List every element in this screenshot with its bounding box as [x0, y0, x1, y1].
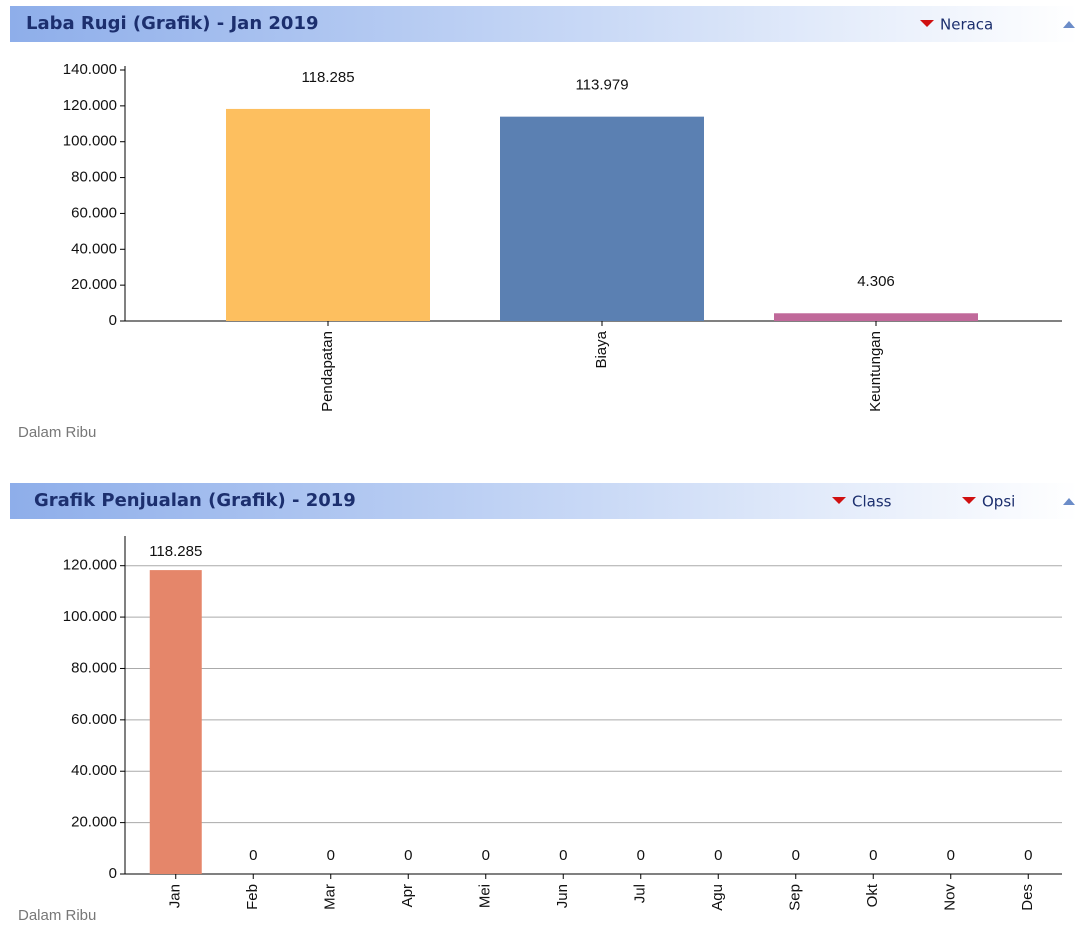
x-tick-label: Des: [1019, 884, 1036, 911]
y-tick-label: 20.000: [71, 276, 117, 293]
panel-title: Grafik Penjualan (Grafik) - 2019: [34, 490, 356, 511]
x-tick-label: Feb: [244, 884, 261, 910]
x-tick-label: Mar: [322, 884, 339, 910]
collapse-button[interactable]: [1063, 21, 1075, 28]
x-tick-label: Keuntungan: [867, 331, 884, 412]
menu-arrow: [920, 20, 934, 27]
y-axis-label: Dalam Ribu: [18, 424, 96, 441]
data-label: 0: [482, 847, 490, 864]
data-label: 0: [637, 847, 645, 864]
menu-button[interactable]: Neraca: [940, 16, 993, 34]
x-tick-label: Okt: [864, 883, 881, 907]
panel-title: Laba Rugi (Grafik) - Jan 2019: [26, 13, 319, 34]
y-tick-label: 120.000: [63, 557, 117, 574]
data-label: 0: [947, 847, 955, 864]
data-label: 0: [792, 847, 800, 864]
menu-button[interactable]: Opsi: [982, 493, 1015, 511]
x-tick-label: Mei: [477, 884, 494, 908]
y-tick-label: 40.000: [71, 762, 117, 779]
bar: [500, 116, 704, 321]
y-tick-label: 60.000: [71, 204, 117, 221]
x-tick-label: Sep: [787, 884, 804, 911]
menu-arrow: [962, 497, 976, 504]
data-label: 118.285: [301, 69, 354, 86]
data-label: 0: [404, 847, 412, 864]
x-tick-label: Jan: [167, 884, 184, 908]
bar: [774, 313, 978, 321]
panel-header: [10, 6, 1078, 42]
data-label: 113.979: [575, 77, 628, 94]
y-tick-label: 120.000: [63, 97, 117, 114]
y-tick-label: 40.000: [71, 240, 117, 257]
data-label: 0: [249, 847, 257, 864]
y-tick-label: 100.000: [63, 133, 117, 150]
data-label: 0: [1024, 847, 1032, 864]
y-tick-label: 140.000: [63, 61, 117, 78]
y-tick-label: 60.000: [71, 711, 117, 728]
menu-button[interactable]: Class: [852, 493, 892, 511]
x-tick-label: Biaya: [593, 330, 610, 368]
data-label: 0: [559, 847, 567, 864]
y-tick-label: 20.000: [71, 814, 117, 831]
y-tick-label: 100.000: [63, 608, 117, 625]
x-tick-label: Jun: [554, 884, 571, 908]
data-label: 0: [869, 847, 877, 864]
y-tick-label: 0: [109, 312, 117, 329]
x-tick-label: Apr: [399, 884, 416, 907]
panel-header: [10, 483, 1078, 519]
x-tick-label: Jul: [632, 884, 649, 903]
y-axis-label: Dalam Ribu: [18, 907, 96, 924]
bar: [149, 570, 202, 874]
menu-arrow: [832, 497, 846, 504]
x-tick-label: Pendapatan: [319, 331, 336, 412]
x-tick-label: Agu: [709, 884, 726, 911]
data-label: 0: [714, 847, 722, 864]
data-label: 0: [327, 847, 335, 864]
y-tick-label: 80.000: [71, 659, 117, 676]
x-tick-label: Nov: [942, 884, 959, 911]
bar: [226, 108, 430, 322]
y-tick-label: 80.000: [71, 169, 117, 186]
data-label: 118.285: [149, 543, 202, 560]
data-label: 4.306: [857, 273, 895, 290]
y-tick-label: 0: [109, 865, 117, 882]
collapse-button[interactable]: [1063, 498, 1075, 505]
